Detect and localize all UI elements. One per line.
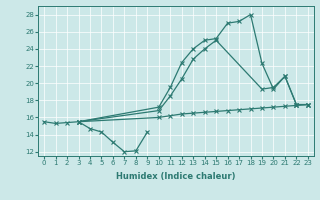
- X-axis label: Humidex (Indice chaleur): Humidex (Indice chaleur): [116, 172, 236, 181]
